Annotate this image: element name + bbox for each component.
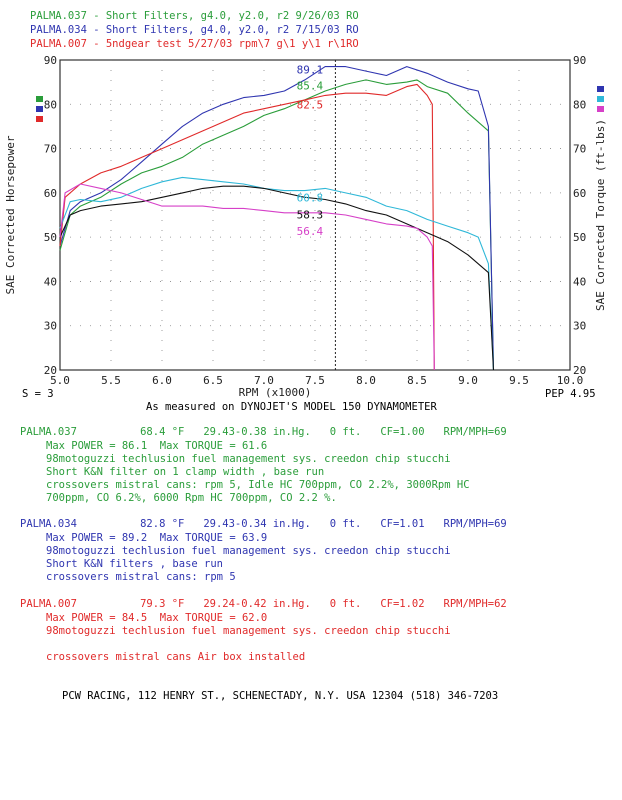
dyno-chart: 5.0 5.5 6.0 6.5 7.0 7.5 8.0 8.5 9.0 9.5 10.020 2030…	[4, 54, 607, 399]
run-line: crossovers mistral cans: rpm 5, Idle HC …	[46, 479, 470, 491]
run-line: 700ppm, CO 6.2%, 6000 Rpm HC 700ppm, CO …	[46, 492, 337, 504]
run-header: PALMA.034 82.8 °F 29.43-0.34 in.Hg. 0 ft…	[20, 518, 507, 530]
dyno-subtitle: As measured on DYNOJET'S MODEL 150 DYNAM…	[146, 401, 437, 413]
run-line: Short K&N filter on 1 clamp width , base…	[46, 466, 325, 478]
x-tick-label: 5.5	[101, 374, 121, 387]
series-line-power-palma-034	[59, 66, 495, 371]
series-line-power-palma-007	[59, 83, 435, 371]
run-header: PALMA.007 79.3 °F 29.24-0.42 in.Hg. 0 ft…	[20, 598, 507, 610]
value-annotation: 58.3	[297, 209, 324, 222]
y-tick-label-right: 50	[573, 231, 586, 244]
y-tick-label-left: 30	[44, 320, 57, 333]
x-tick-label: 10.0	[557, 374, 584, 387]
y-tick-label-right: 70	[573, 143, 586, 156]
run-line: 98motoguzzi techlusion fuel management s…	[46, 545, 451, 557]
y-tick-label-right: 30	[573, 320, 586, 333]
x-tick-label: 8.5	[407, 374, 427, 387]
x-tick-label: 5.0	[50, 374, 70, 387]
run-line: 98motoguzzi techlusion fuel management s…	[46, 453, 451, 465]
run-line: crossovers mistral cans: rpm 5	[46, 571, 236, 583]
y-tick-label-left: 40	[44, 275, 57, 288]
y-tick-label-left: 20	[44, 364, 57, 377]
run-line: Short K&N filters , base run	[46, 558, 224, 570]
value-annotation: 82.5	[297, 98, 324, 111]
y-tick-label-right: 20	[573, 364, 586, 377]
legend-swatch-right	[597, 106, 604, 112]
y-tick-label-right: 40	[573, 275, 586, 288]
value-annotation: 56.4	[297, 225, 324, 238]
x-tick-label: 6.0	[152, 374, 172, 387]
y-tick-label-right: 80	[573, 98, 586, 111]
series-line-torque-palma-037	[59, 185, 495, 371]
y-tick-label-left: 80	[44, 98, 57, 111]
legend-swatch-left	[36, 96, 43, 102]
y-tick-label-left: 50	[44, 231, 57, 244]
y-tick-label-left: 90	[44, 54, 57, 67]
smoothing-label: S = 3	[22, 388, 54, 400]
footer-address: PCW RACING, 112 HENRY ST., SCHENECTADY, …	[62, 690, 499, 702]
pep-label: PEP 4.95	[545, 388, 596, 400]
y-tick-label-right: 90	[573, 54, 586, 67]
run-line: crossovers mistral cans Air box installe…	[46, 651, 306, 663]
header-line-1: PALMA.037 - Short Filters, g4.0, y2.0, r…	[30, 10, 359, 22]
y-tick-label-left: 70	[44, 143, 57, 156]
header-line-2: PALMA.034 - Short Filters, g4.0, y2.0, r…	[30, 24, 359, 36]
value-annotation: 89.1	[297, 64, 324, 77]
x-axis-label: RPM (x1000)	[239, 386, 312, 399]
legend-swatch-right	[597, 96, 604, 102]
legend-swatch-left	[36, 116, 43, 122]
x-tick-label: 7.5	[305, 374, 325, 387]
x-tick-label: 9.5	[509, 374, 529, 387]
series-line-torque-palma-034	[59, 176, 495, 371]
y-tick-label-right: 60	[573, 187, 586, 200]
run-line: Max POWER = 86.1 Max TORQUE = 61.6	[46, 440, 268, 452]
series-line-torque-palma-007	[59, 183, 435, 371]
run-line: Max POWER = 89.2 Max TORQUE = 63.9	[46, 532, 268, 544]
y-tick-label-left: 60	[44, 187, 57, 200]
x-tick-label: 9.0	[458, 374, 478, 387]
run-header: PALMA.037 68.4 °F 29.43-0.38 in.Hg. 0 ft…	[20, 426, 507, 438]
value-annotation: 60.8	[297, 191, 324, 204]
x-tick-label: 6.5	[203, 374, 223, 387]
run-line: 98motoguzzi techlusion fuel management s…	[46, 625, 451, 637]
value-annotation: 85.4	[297, 80, 324, 93]
y-axis-label-right: SAE Corrected Torque (ft-lbs)	[594, 119, 607, 311]
legend-swatch-left	[36, 106, 43, 112]
run-line: Max POWER = 84.5 Max TORQUE = 62.0	[46, 612, 268, 624]
header-line-3: PALMA.007 - 5ndgear test 5/27/03 rpm\7 g…	[30, 38, 359, 50]
series-line-power-palma-037	[59, 79, 495, 371]
legend-swatch-right	[597, 86, 604, 92]
x-tick-label: 8.0	[356, 374, 376, 387]
x-tick-label: 7.0	[254, 374, 274, 387]
y-axis-label-left: SAE Corrected Horsepower	[4, 135, 17, 294]
